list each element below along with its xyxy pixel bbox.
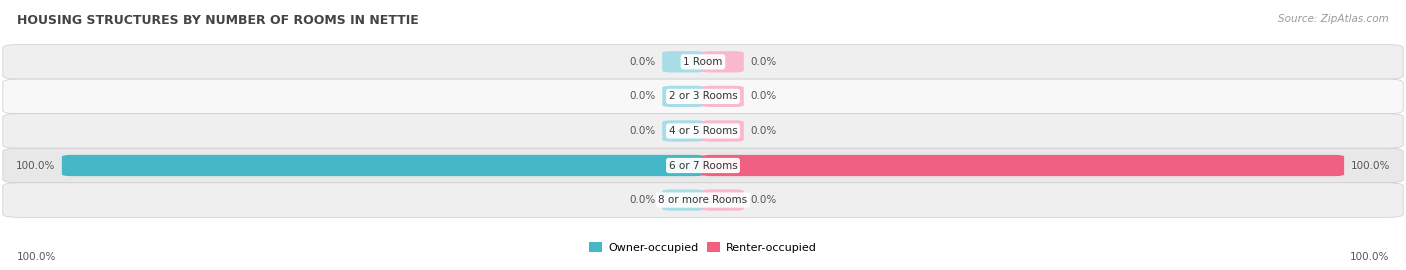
- Text: 2 or 3 Rooms: 2 or 3 Rooms: [669, 91, 737, 102]
- FancyBboxPatch shape: [662, 86, 704, 107]
- Text: 0.0%: 0.0%: [628, 195, 655, 205]
- Text: 8 or more Rooms: 8 or more Rooms: [658, 195, 748, 205]
- FancyBboxPatch shape: [62, 155, 704, 176]
- FancyBboxPatch shape: [3, 148, 1403, 183]
- FancyBboxPatch shape: [702, 120, 744, 141]
- Text: 1 Room: 1 Room: [683, 57, 723, 67]
- Text: HOUSING STRUCTURES BY NUMBER OF ROOMS IN NETTIE: HOUSING STRUCTURES BY NUMBER OF ROOMS IN…: [17, 14, 419, 26]
- Text: 0.0%: 0.0%: [628, 57, 655, 67]
- Text: 100.0%: 100.0%: [15, 160, 55, 171]
- FancyBboxPatch shape: [662, 51, 704, 72]
- Text: 0.0%: 0.0%: [751, 195, 778, 205]
- Text: 4 or 5 Rooms: 4 or 5 Rooms: [669, 126, 737, 136]
- FancyBboxPatch shape: [3, 79, 1403, 114]
- Text: 100.0%: 100.0%: [17, 251, 56, 262]
- FancyBboxPatch shape: [702, 86, 744, 107]
- FancyBboxPatch shape: [662, 120, 704, 141]
- Text: 100.0%: 100.0%: [1351, 160, 1391, 171]
- Text: 100.0%: 100.0%: [1350, 251, 1389, 262]
- Text: Source: ZipAtlas.com: Source: ZipAtlas.com: [1278, 14, 1389, 23]
- FancyBboxPatch shape: [702, 190, 744, 211]
- Legend: Owner-occupied, Renter-occupied: Owner-occupied, Renter-occupied: [585, 238, 821, 258]
- Text: 0.0%: 0.0%: [628, 91, 655, 102]
- Text: 6 or 7 Rooms: 6 or 7 Rooms: [669, 160, 737, 171]
- Text: 0.0%: 0.0%: [751, 126, 778, 136]
- Text: 0.0%: 0.0%: [751, 57, 778, 67]
- FancyBboxPatch shape: [3, 183, 1403, 217]
- Text: 0.0%: 0.0%: [751, 91, 778, 102]
- FancyBboxPatch shape: [702, 51, 744, 72]
- FancyBboxPatch shape: [702, 155, 1344, 176]
- FancyBboxPatch shape: [3, 114, 1403, 148]
- FancyBboxPatch shape: [3, 45, 1403, 79]
- Text: 0.0%: 0.0%: [628, 126, 655, 136]
- FancyBboxPatch shape: [662, 190, 704, 211]
